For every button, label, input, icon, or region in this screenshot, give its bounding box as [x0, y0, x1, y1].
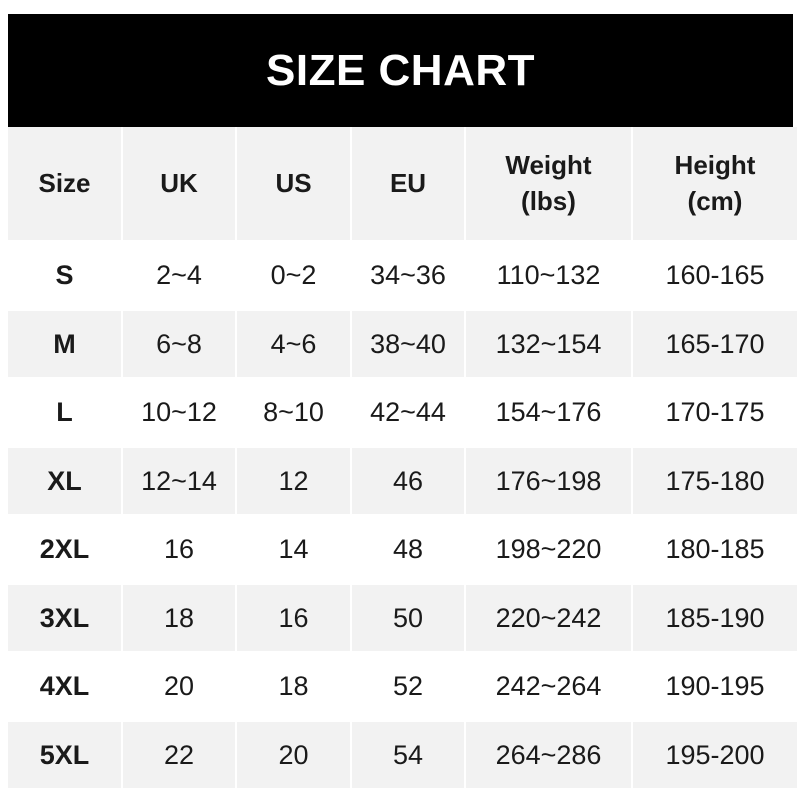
table-cell: 38~40: [352, 310, 464, 377]
column-header: EU: [352, 127, 464, 240]
size-chart-title: SIZE CHART: [8, 14, 793, 127]
table-cell: 18: [237, 653, 350, 720]
table-cell: 176~198: [466, 447, 631, 514]
table-cell: 48: [352, 516, 464, 583]
table-cell: 42~44: [352, 379, 464, 446]
table-cell: 154~176: [466, 379, 631, 446]
size-label-cell: 3XL: [8, 584, 121, 651]
column-header: UK: [123, 127, 235, 240]
table-cell: 198~220: [466, 516, 631, 583]
table-cell: 170-175: [633, 379, 797, 446]
table-cell: 16: [123, 516, 235, 583]
table-cell: 195-200: [633, 721, 797, 788]
table-cell: 22: [123, 721, 235, 788]
size-table: Size UK US EU Weight (lbs) Height (cm) S 2~4 0~2…: [8, 127, 797, 788]
table-cell: 110~132: [466, 242, 631, 309]
column-header: Height (cm): [633, 127, 797, 240]
table-cell: 180-185: [633, 516, 797, 583]
table-cell: 160-165: [633, 242, 797, 309]
column-header: Size: [8, 127, 121, 240]
column-header: Weight (lbs): [466, 127, 631, 240]
table-cell: 185-190: [633, 584, 797, 651]
table-cell: 16: [237, 584, 350, 651]
table-cell: 242~264: [466, 653, 631, 720]
table-cell: 18: [123, 584, 235, 651]
size-label-cell: S: [8, 242, 121, 309]
table-cell: 4~6: [237, 310, 350, 377]
table-cell: 2~4: [123, 242, 235, 309]
table-cell: 264~286: [466, 721, 631, 788]
table-cell: 20: [237, 721, 350, 788]
size-label-cell: L: [8, 379, 121, 446]
table-cell: 34~36: [352, 242, 464, 309]
table-cell: 0~2: [237, 242, 350, 309]
table-cell: 8~10: [237, 379, 350, 446]
table-cell: 190-195: [633, 653, 797, 720]
column-header: US: [237, 127, 350, 240]
table-cell: 50: [352, 584, 464, 651]
table-cell: 12~14: [123, 447, 235, 514]
table-cell: 46: [352, 447, 464, 514]
size-label-cell: XL: [8, 447, 121, 514]
size-label-cell: 5XL: [8, 721, 121, 788]
size-label-cell: M: [8, 310, 121, 377]
table-cell: 14: [237, 516, 350, 583]
table-cell: 132~154: [466, 310, 631, 377]
table-cell: 10~12: [123, 379, 235, 446]
table-cell: 54: [352, 721, 464, 788]
table-cell: 165-170: [633, 310, 797, 377]
table-cell: 220~242: [466, 584, 631, 651]
table-cell: 52: [352, 653, 464, 720]
table-cell: 20: [123, 653, 235, 720]
table-cell: 175-180: [633, 447, 797, 514]
size-label-cell: 4XL: [8, 653, 121, 720]
table-cell: 6~8: [123, 310, 235, 377]
table-cell: 12: [237, 447, 350, 514]
size-label-cell: 2XL: [8, 516, 121, 583]
